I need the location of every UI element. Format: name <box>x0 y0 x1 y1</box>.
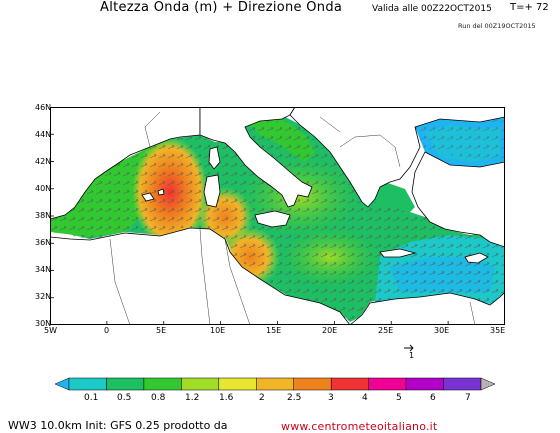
lat-label: 42N <box>35 157 52 166</box>
colorbar-segment <box>218 377 257 391</box>
valid-time: Valida alle 00Z22OCT2015 <box>372 4 492 14</box>
lon-label: 25E <box>378 326 394 335</box>
colorbar-label: 5 <box>396 393 402 403</box>
lat-label: 34N <box>35 265 52 274</box>
colorbar-segment <box>293 377 332 391</box>
colorbar-label: 1.6 <box>219 393 234 403</box>
lon-label: 30E <box>434 326 450 335</box>
colorbar-label: 0.8 <box>151 393 166 403</box>
lat-label: 30N <box>35 319 52 328</box>
lon-label: 20E <box>322 326 338 335</box>
colorbar <box>55 377 495 391</box>
colorbar-segment <box>143 377 182 391</box>
colorbar-label: 0.1 <box>84 393 99 403</box>
colorbar-segment <box>480 377 495 391</box>
lat-label: 46N <box>35 103 52 112</box>
lon-label: 5E <box>156 326 167 335</box>
colorbar-label: 3 <box>328 393 334 403</box>
colorbar-label: 2 <box>259 393 265 403</box>
wave-height-map <box>50 107 505 325</box>
reference-arrow-icon <box>404 344 414 352</box>
sea-field <box>50 107 505 325</box>
website-link[interactable]: www.centrometeoitaliano.it <box>281 420 438 433</box>
colorbar-segment <box>181 377 220 391</box>
lat-label: 38N <box>35 211 52 220</box>
colorbar-segment <box>106 377 145 391</box>
lat-label: 36N <box>35 238 52 247</box>
borders <box>109 111 476 325</box>
lon-label: 10E <box>210 326 226 335</box>
colorbar-segment <box>405 377 444 391</box>
colorbar-segment <box>330 377 369 391</box>
colorbar-label: 4 <box>362 393 368 403</box>
lat-label: 44N <box>35 130 52 139</box>
lon-label: 5W <box>44 326 57 335</box>
model-credit: WW3 10.0km Init: GFS 0.25 prodotto da <box>8 419 228 432</box>
colorbar-segment <box>68 377 107 391</box>
lon-label: 0 <box>104 326 110 335</box>
lat-label: 40N <box>35 184 52 193</box>
colorbar-segment <box>55 377 70 391</box>
colorbar-segment <box>443 377 482 391</box>
lat-label: 32N <box>35 292 52 301</box>
reference-arrow-label: 1 <box>409 351 415 360</box>
run-time: Run del 00Z19OCT2015 <box>458 22 536 30</box>
lon-label: 15E <box>266 326 282 335</box>
colorbar-label: 0.5 <box>117 393 132 403</box>
forecast-step: T=+ 72 <box>510 2 549 13</box>
colorbar-segment <box>256 377 294 391</box>
colorbar-label: 7 <box>465 393 471 403</box>
colorbar-segment <box>368 377 407 391</box>
colorbar-label: 1.2 <box>185 393 200 403</box>
chart-title: Altezza Onda (m) + Direzione Onda <box>100 0 343 15</box>
lon-label: 35E <box>490 326 506 335</box>
lat-tick-group <box>50 107 54 325</box>
colorbar-label: 6 <box>430 393 436 403</box>
lon-tick-group <box>50 321 505 325</box>
colorbar-label: 2.5 <box>287 393 302 403</box>
